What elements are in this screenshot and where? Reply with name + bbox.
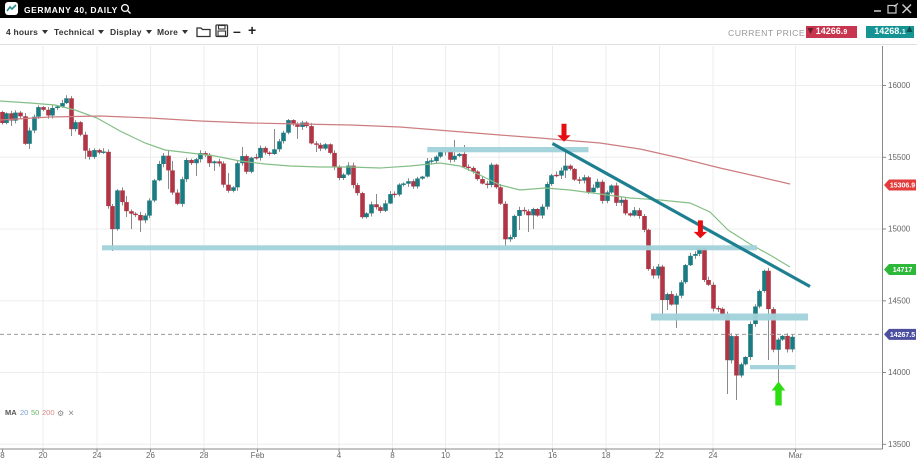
svg-text:18: 18 xyxy=(602,451,611,460)
svg-text:20: 20 xyxy=(20,408,28,417)
svg-text:13500: 13500 xyxy=(888,440,911,449)
svg-text:12: 12 xyxy=(495,451,504,460)
svg-text:Mar: Mar xyxy=(789,451,803,460)
svg-text:22: 22 xyxy=(655,451,664,460)
svg-text:24: 24 xyxy=(93,451,102,460)
svg-text:10: 10 xyxy=(441,451,450,460)
svg-text:4: 4 xyxy=(337,451,342,460)
svg-text:200: 200 xyxy=(42,408,55,417)
svg-text:✕: ✕ xyxy=(68,409,74,418)
svg-text:15500: 15500 xyxy=(888,153,911,162)
svg-text:14267.5: 14267.5 xyxy=(890,332,915,339)
svg-text:MA: MA xyxy=(5,408,17,417)
svg-text:14717: 14717 xyxy=(893,267,913,274)
svg-text:15000: 15000 xyxy=(888,225,911,234)
svg-text:14000: 14000 xyxy=(888,368,911,377)
svg-text:24: 24 xyxy=(709,451,718,460)
svg-text:8: 8 xyxy=(0,451,5,460)
svg-text:16000: 16000 xyxy=(888,81,911,90)
svg-text:Feb: Feb xyxy=(251,451,265,460)
svg-text:20: 20 xyxy=(39,451,48,460)
svg-text:15306.9: 15306.9 xyxy=(890,183,915,190)
svg-text:26: 26 xyxy=(146,451,155,460)
svg-text:16: 16 xyxy=(548,451,557,460)
svg-text:14500: 14500 xyxy=(888,296,911,305)
svg-text:28: 28 xyxy=(200,451,209,460)
svg-text:8: 8 xyxy=(390,451,395,460)
svg-text:⚙: ⚙ xyxy=(57,409,64,418)
svg-text:50: 50 xyxy=(31,408,39,417)
